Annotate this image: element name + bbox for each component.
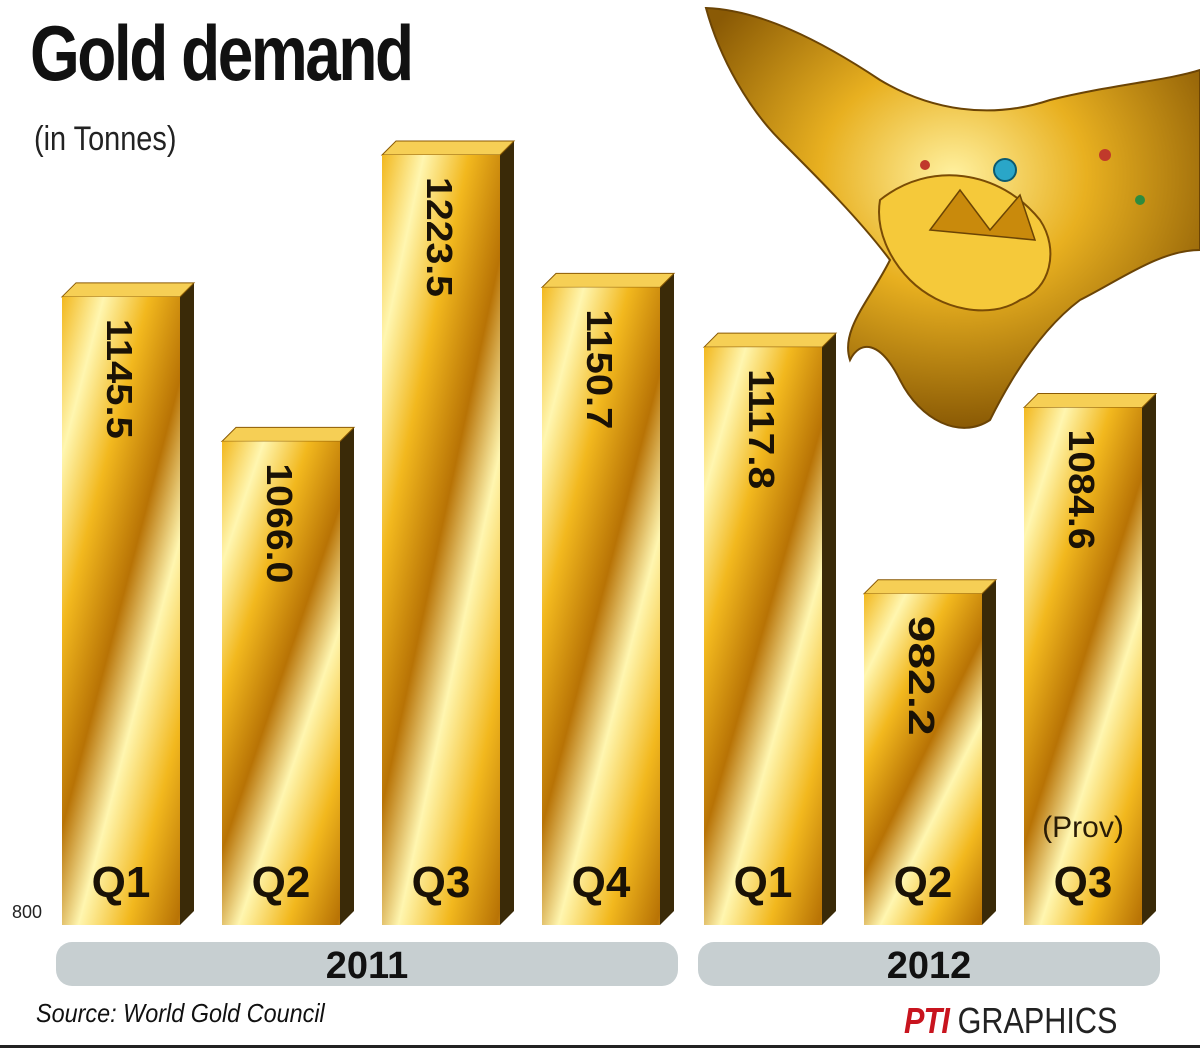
bar-top [862, 579, 998, 595]
bar-6: 982.2 Q2 [862, 579, 998, 925]
credit-text: GRAPHICS [957, 1000, 1118, 1041]
bar-side [500, 141, 514, 925]
bar-side [1142, 393, 1156, 926]
bar-7: 1084.6 Q3 (Prov) [1022, 393, 1158, 926]
bar-top [60, 282, 196, 298]
value-label: 1117.8 [741, 369, 782, 489]
category-label: Q2 [894, 858, 953, 907]
bar-top [702, 332, 838, 348]
bar-side [982, 579, 996, 925]
bar-face [542, 287, 660, 925]
chart-title: Gold demand [30, 9, 414, 97]
bar-face [1024, 407, 1142, 926]
bar-side [822, 333, 836, 925]
category-label: Q2 [252, 858, 311, 907]
year-group-label: 2012 [887, 945, 972, 987]
bar-face [864, 593, 982, 925]
bar-top [1022, 393, 1158, 409]
value-label: 1223.5 [419, 177, 460, 297]
bar-face [222, 441, 340, 925]
bar-face [704, 347, 822, 925]
year-group-bar [698, 942, 1160, 986]
category-label: Q1 [734, 858, 793, 907]
value-label: 1145.5 [99, 319, 140, 439]
bar-1: 1145.5 Q1 [60, 282, 196, 925]
bar-top [540, 272, 676, 288]
category-label: Q4 [572, 858, 631, 907]
value-label: 1150.7 [579, 309, 620, 429]
bottom-rule [0, 1045, 1200, 1048]
bar-side [180, 282, 194, 925]
value-label: 1066.0 [259, 463, 300, 583]
bar-3: 1223.5 Q3 [380, 140, 516, 925]
year-group-bar [56, 942, 678, 986]
year-group-label: 2011 [326, 945, 408, 987]
y-baseline-label: 800 [12, 902, 43, 922]
bar-face [62, 296, 180, 925]
credit-line: PTI GRAPHICS [904, 1000, 1117, 1042]
source-note: Source: World Gold Council [36, 998, 325, 1028]
value-label: 982.2 [901, 616, 942, 736]
value-label: 1084.6 [1061, 430, 1102, 550]
bar-side [660, 273, 674, 925]
category-label: Q1 [92, 858, 151, 907]
annotation-label: (Prov) [1042, 811, 1124, 844]
category-label: Q3 [412, 858, 471, 907]
bar-face [382, 155, 500, 925]
chart-subtitle: (in Tonnes) [34, 120, 177, 158]
bar-side [340, 427, 354, 925]
category-label: Q3 [1054, 858, 1113, 907]
bar-5: 1117.8 Q1 [702, 332, 838, 925]
pti-logo: PTI [904, 1000, 950, 1041]
bar-4: 1150.7 Q4 [540, 272, 676, 925]
bar-2: 1066.0 Q2 [220, 426, 356, 925]
bar-top [220, 426, 356, 442]
bar-top [380, 140, 516, 156]
